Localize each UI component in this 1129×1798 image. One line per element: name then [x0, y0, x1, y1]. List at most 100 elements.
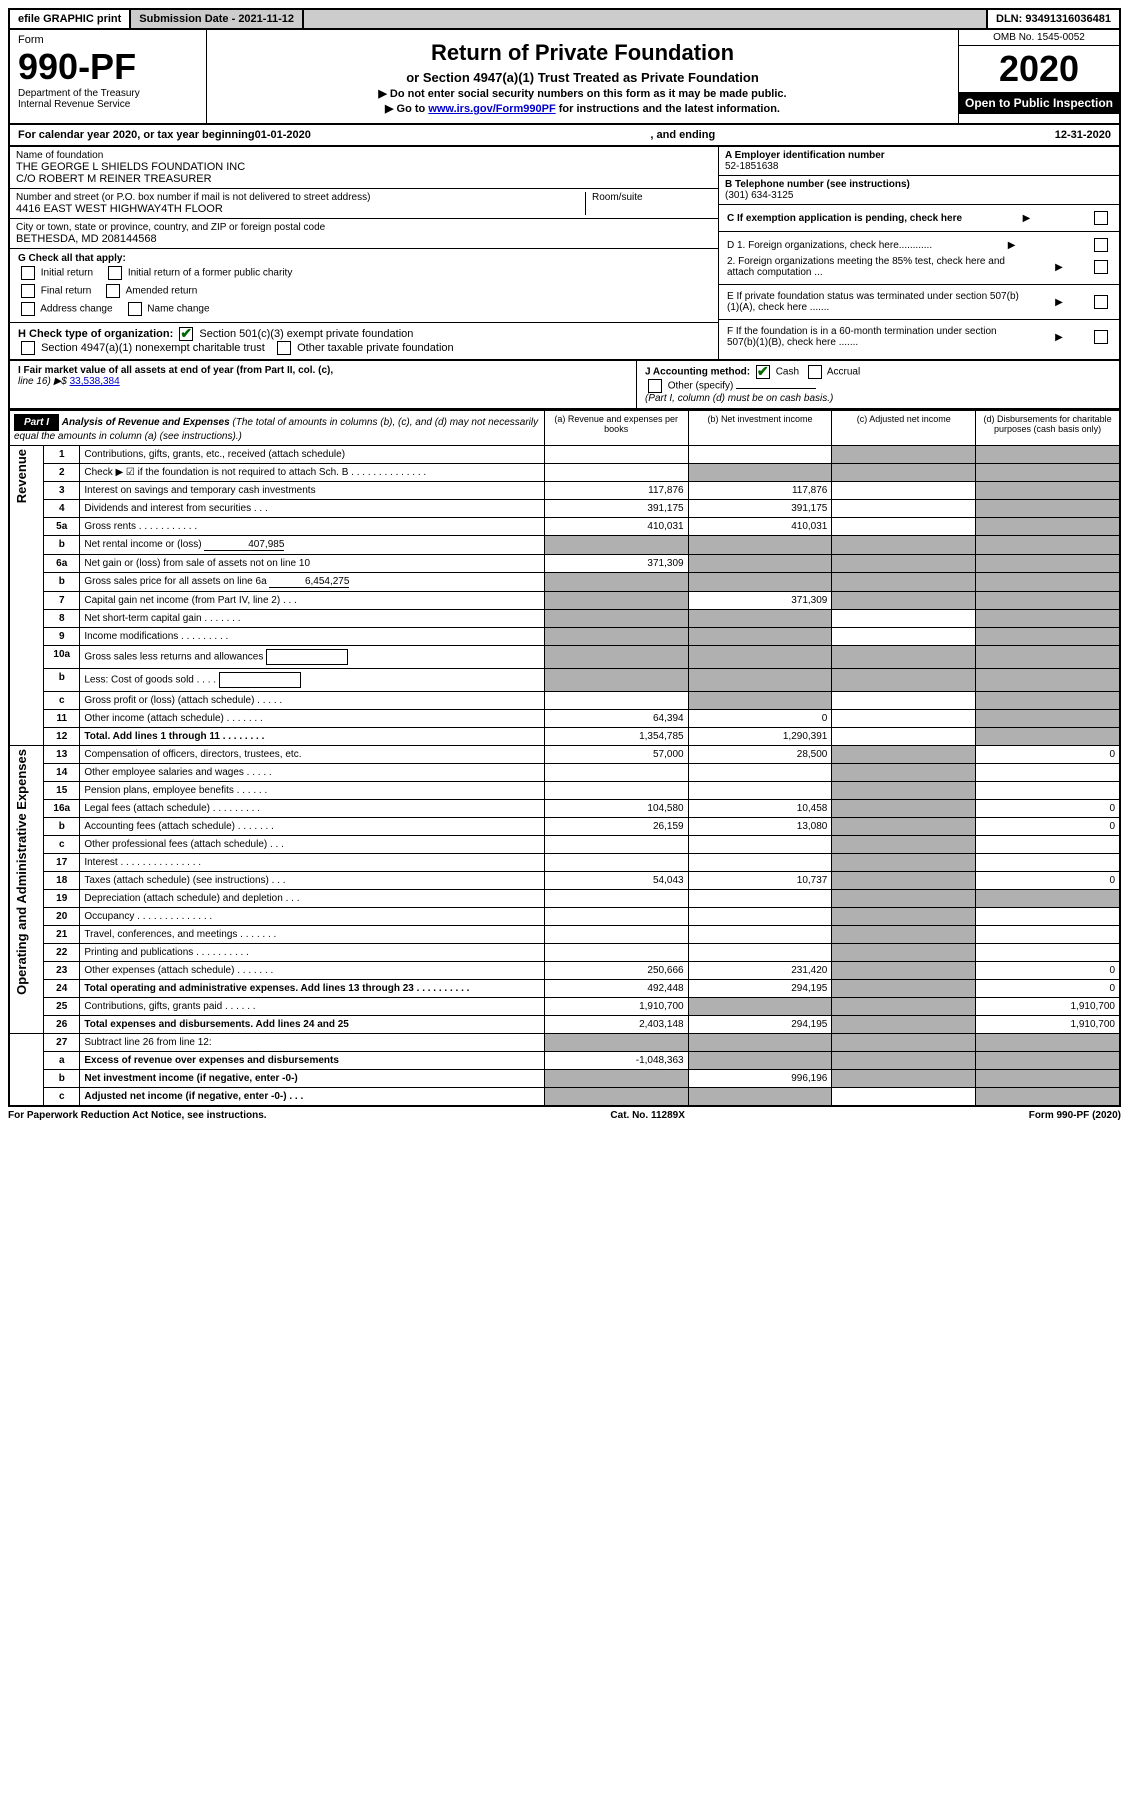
- cell-shaded: [832, 908, 976, 926]
- opt-cash: Cash: [776, 367, 799, 378]
- check-cash[interactable]: [756, 365, 770, 379]
- amount-cell: [544, 464, 688, 482]
- cell-shaded: [832, 446, 976, 464]
- check-other-taxable[interactable]: [277, 341, 291, 355]
- line-description: Subtract line 26 from line 12:: [80, 1034, 544, 1052]
- table-row: 15Pension plans, employee benefits . . .…: [9, 782, 1120, 800]
- cell-shaded: [832, 980, 976, 998]
- check-4947[interactable]: [21, 341, 35, 355]
- cell-shaded: [832, 998, 976, 1016]
- amount-cell: [688, 764, 832, 782]
- foundation-name: THE GEORGE L SHIELDS FOUNDATION INC: [16, 161, 712, 173]
- amount-cell: 391,175: [544, 500, 688, 518]
- line-description: Interest on savings and temporary cash i…: [80, 482, 544, 500]
- check-final[interactable]: [21, 284, 35, 298]
- amount-cell: 371,309: [688, 592, 832, 610]
- line-number: 4: [44, 500, 80, 518]
- form-link[interactable]: www.irs.gov/Form990PF: [428, 103, 555, 115]
- cell-shaded: [976, 628, 1120, 646]
- amount-cell: 0: [976, 746, 1120, 764]
- amount-cell: 117,876: [688, 482, 832, 500]
- line-number: 26: [44, 1016, 80, 1034]
- col-c-header: (c) Adjusted net income: [832, 411, 976, 446]
- amount-cell: 117,876: [544, 482, 688, 500]
- line-description: Gross profit or (loss) (attach schedule)…: [80, 692, 544, 710]
- i-section: I Fair market value of all assets at end…: [10, 361, 637, 408]
- cell-shaded: [832, 1070, 976, 1088]
- cell-shaded: [544, 628, 688, 646]
- line-number: 15: [44, 782, 80, 800]
- line-description: Pension plans, employee benefits . . . .…: [80, 782, 544, 800]
- line-description: Other professional fees (attach schedule…: [80, 836, 544, 854]
- amount-cell: 371,309: [544, 555, 688, 573]
- inline-box[interactable]: [219, 672, 301, 688]
- cell-shaded: [688, 1088, 832, 1107]
- check-d2[interactable]: [1094, 260, 1108, 274]
- spacer: [304, 10, 988, 28]
- cell-shaded: [544, 646, 688, 669]
- line-description: Dividends and interest from securities .…: [80, 500, 544, 518]
- line-description: Other employee salaries and wages . . . …: [80, 764, 544, 782]
- amount-cell: 294,195: [688, 1016, 832, 1034]
- line-description: Adjusted net income (if negative, enter …: [80, 1088, 544, 1107]
- line-number: 3: [44, 482, 80, 500]
- cell-shaded: [832, 592, 976, 610]
- check-f[interactable]: [1094, 330, 1108, 344]
- tax-year: 2020: [959, 46, 1119, 92]
- check-other-method[interactable]: [648, 379, 662, 393]
- name-cell: Name of foundation THE GEORGE L SHIELDS …: [10, 147, 718, 189]
- addr-cell: Number and street (or P.O. box number if…: [10, 189, 718, 219]
- cal-end: 12-31-2020: [1055, 129, 1111, 141]
- line-description: Total operating and administrative expen…: [80, 980, 544, 998]
- check-accrual[interactable]: [808, 365, 822, 379]
- amount-cell: 492,448: [544, 980, 688, 998]
- check-amended[interactable]: [106, 284, 120, 298]
- other-specify[interactable]: [736, 388, 816, 389]
- amount-cell: [544, 446, 688, 464]
- table-row: 11Other income (attach schedule) . . . .…: [9, 710, 1120, 728]
- check-e[interactable]: [1094, 295, 1108, 309]
- phone-cell: B Telephone number (see instructions) (3…: [719, 176, 1119, 205]
- line-description: Contributions, gifts, grants paid . . . …: [80, 998, 544, 1016]
- line-number: b: [44, 536, 80, 555]
- amount-cell: [544, 782, 688, 800]
- fmv-value[interactable]: 33,538,384: [70, 376, 120, 387]
- inline-box[interactable]: [266, 649, 348, 665]
- check-initial[interactable]: [21, 266, 35, 280]
- cell-shaded: [976, 555, 1120, 573]
- line-number: 24: [44, 980, 80, 998]
- check-name[interactable]: [128, 302, 142, 316]
- amount-cell: [688, 854, 832, 872]
- check-c[interactable]: [1094, 211, 1108, 225]
- i-line-label: line 16) ▶$: [18, 376, 67, 387]
- j-note: (Part I, column (d) must be on cash basi…: [645, 393, 833, 404]
- amount-cell: 26,159: [544, 818, 688, 836]
- amount-cell: [544, 890, 688, 908]
- cell-shaded: [544, 1088, 688, 1107]
- check-address[interactable]: [21, 302, 35, 316]
- line-number: 6a: [44, 555, 80, 573]
- check-d1[interactable]: [1094, 238, 1108, 252]
- line-description: Net rental income or (loss) 407,985: [80, 536, 544, 555]
- cal-mid: , and ending: [311, 129, 1055, 141]
- amount-cell: 0: [976, 800, 1120, 818]
- header-right: OMB No. 1545-0052 2020 Open to Public In…: [958, 30, 1119, 123]
- table-row: 8Net short-term capital gain . . . . . .…: [9, 610, 1120, 628]
- cell-shaded: [688, 692, 832, 710]
- amount-cell: [832, 710, 976, 728]
- cell-shaded: [832, 536, 976, 555]
- amount-cell: [832, 482, 976, 500]
- amount-cell: [832, 500, 976, 518]
- check-initial-former[interactable]: [108, 266, 122, 280]
- amount-cell: [976, 764, 1120, 782]
- part1-table: Part I Analysis of Revenue and Expenses …: [8, 410, 1121, 1107]
- cell-shaded: [976, 728, 1120, 746]
- line-number: 7: [44, 592, 80, 610]
- part1-label: Part I: [14, 414, 59, 431]
- cell-shaded: [544, 1070, 688, 1088]
- cell-shaded: [832, 872, 976, 890]
- opt-accrual: Accrual: [827, 367, 860, 378]
- table-row: 5aGross rents . . . . . . . . . . .410,0…: [9, 518, 1120, 536]
- check-501c3[interactable]: [179, 327, 193, 341]
- line-number: a: [44, 1052, 80, 1070]
